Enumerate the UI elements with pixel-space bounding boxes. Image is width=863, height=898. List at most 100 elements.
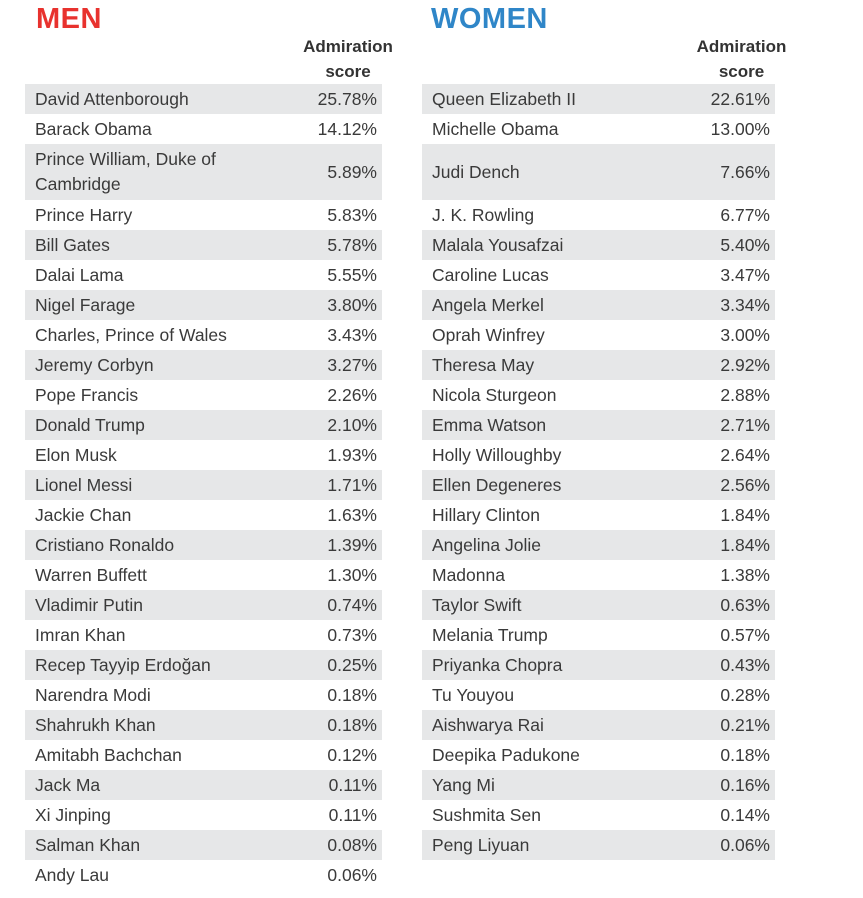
table-row: Peng Liyuan 0.06%: [422, 830, 775, 860]
admiration-score: 0.18%: [327, 714, 377, 735]
person-name: Charles, Prince of Wales: [35, 324, 227, 345]
men-table: MEN Admiration score David Attenborough 2…: [25, 0, 393, 885]
table-row: J. K. Rowling 6.77%: [422, 200, 775, 230]
admiration-score: 0.16%: [720, 774, 770, 795]
admiration-score: 3.80%: [327, 294, 377, 315]
person-name: Priyanka Chopra: [432, 654, 563, 675]
table-row: Emma Watson 2.71%: [422, 410, 775, 440]
person-name: Bill Gates: [35, 234, 110, 255]
person-name: Warren Buffett: [35, 564, 147, 585]
table-row: Madonna 1.38%: [422, 560, 775, 590]
admiration-score: 25.78%: [317, 88, 377, 109]
admiration-score: 14.12%: [317, 118, 377, 139]
admiration-score: 3.43%: [327, 324, 377, 345]
admiration-score: 1.63%: [327, 504, 377, 525]
table-row: Sushmita Sen 0.14%: [422, 800, 775, 830]
admiration-score: 3.34%: [720, 294, 770, 315]
admiration-score: 1.39%: [327, 534, 377, 555]
men-rows: David Attenborough 25.78% Barack Obama 14.1…: [25, 84, 382, 890]
table-row: David Attenborough 25.78%: [25, 84, 382, 114]
person-name: Salman Khan: [35, 834, 141, 855]
admiration-score: 6.77%: [720, 204, 770, 225]
table-row: Lionel Messi 1.71%: [25, 470, 382, 500]
admiration-score: 2.88%: [720, 384, 770, 405]
table-row: Elon Musk 1.93%: [25, 440, 382, 470]
table-row: Oprah Winfrey 3.00%: [422, 320, 775, 350]
table-row: Queen Elizabeth II 22.61%: [422, 84, 775, 114]
admiration-score: 0.57%: [720, 624, 770, 645]
admiration-score: 7.66%: [720, 161, 770, 182]
person-name: Angelina Jolie: [432, 534, 541, 555]
table-row: Imran Khan 0.73%: [25, 620, 382, 650]
person-name: Donald Trump: [35, 414, 145, 435]
admiration-score: 0.18%: [327, 684, 377, 705]
table-row: Amitabh Bachchan 0.12%: [25, 740, 382, 770]
table-row: Jack Ma 0.11%: [25, 770, 382, 800]
admiration-score: 0.06%: [720, 834, 770, 855]
admiration-score: 0.63%: [720, 594, 770, 615]
person-name: Vladimir Putin: [35, 594, 143, 615]
table-row: Donald Trump 2.10%: [25, 410, 382, 440]
table-row: Pope Francis 2.26%: [25, 380, 382, 410]
admiration-score: 1.38%: [720, 564, 770, 585]
admiration-score: 5.83%: [327, 204, 377, 225]
table-row: Vladimir Putin 0.74%: [25, 590, 382, 620]
person-name: Dalai Lama: [35, 264, 124, 285]
admiration-score: 13.00%: [710, 118, 770, 139]
person-name: Nigel Farage: [35, 294, 136, 315]
person-name: Xi Jinping: [35, 804, 111, 825]
admiration-score: 0.11%: [328, 804, 377, 825]
table-row: Deepika Padukone 0.18%: [422, 740, 775, 770]
person-name: Peng Liyuan: [432, 834, 530, 855]
women-score-header: Admiration score: [696, 37, 787, 81]
table-row: Jeremy Corbyn 3.27%: [25, 350, 382, 380]
table-row: Tu Youyou 0.28%: [422, 680, 775, 710]
table-row: Shahrukh Khan 0.18%: [25, 710, 382, 740]
admiration-score: 0.11%: [328, 774, 377, 795]
table-row: Nicola Sturgeon 2.88%: [422, 380, 775, 410]
table-row: Xi Jinping 0.11%: [25, 800, 382, 830]
person-name: Ellen Degeneres: [432, 474, 562, 495]
person-name: Prince William, Duke of Cambridge: [35, 149, 216, 194]
person-name: Amitabh Bachchan: [35, 744, 182, 765]
person-name: Hillary Clinton: [432, 504, 540, 525]
admiration-score: 1.84%: [720, 504, 770, 525]
admiration-score: 3.47%: [720, 264, 770, 285]
admiration-score: 0.21%: [720, 714, 770, 735]
person-name: Angela Merkel: [432, 294, 544, 315]
admiration-score: 0.73%: [327, 624, 377, 645]
person-name: Holly Willoughby: [432, 444, 562, 465]
admiration-score: 2.71%: [720, 414, 770, 435]
admiration-score: 1.84%: [720, 534, 770, 555]
admiration-score: 0.06%: [327, 864, 377, 885]
person-name: Judi Dench: [432, 161, 520, 182]
person-name: Theresa May: [432, 354, 535, 375]
person-name: Aishwarya Rai: [432, 714, 544, 735]
men-score-header: Admiration score: [303, 37, 393, 81]
table-row: Dalai Lama 5.55%: [25, 260, 382, 290]
admiration-score: 0.43%: [720, 654, 770, 675]
table-row: Yang Mi 0.16%: [422, 770, 775, 800]
table-row: Melania Trump 0.57%: [422, 620, 775, 650]
person-name: Jeremy Corbyn: [35, 354, 154, 375]
table-row: Prince Harry 5.83%: [25, 200, 382, 230]
table-row: Caroline Lucas 3.47%: [422, 260, 775, 290]
person-name: Lionel Messi: [35, 474, 133, 495]
men-title: MEN: [36, 3, 102, 35]
table-row: Prince William, Duke of Cambridge 5.89%: [25, 144, 382, 200]
table-row: Priyanka Chopra 0.43%: [422, 650, 775, 680]
person-name: Deepika Padukone: [432, 744, 580, 765]
table-row: Michelle Obama 13.00%: [422, 114, 775, 144]
person-name: Melania Trump: [432, 624, 548, 645]
admiration-score: 1.30%: [327, 564, 377, 585]
person-name: Nicola Sturgeon: [432, 384, 557, 405]
table-row: Recep Tayyip Erdoğan 0.25%: [25, 650, 382, 680]
admiration-score: 0.74%: [327, 594, 377, 615]
person-name: Jack Ma: [35, 774, 101, 795]
table-row: Aishwarya Rai 0.21%: [422, 710, 775, 740]
admiration-score: 22.61%: [710, 88, 770, 109]
table-row: Theresa May 2.92%: [422, 350, 775, 380]
table-row: Angela Merkel 3.34%: [422, 290, 775, 320]
person-name: Madonna: [432, 564, 505, 585]
admiration-score: 0.25%: [327, 654, 377, 675]
